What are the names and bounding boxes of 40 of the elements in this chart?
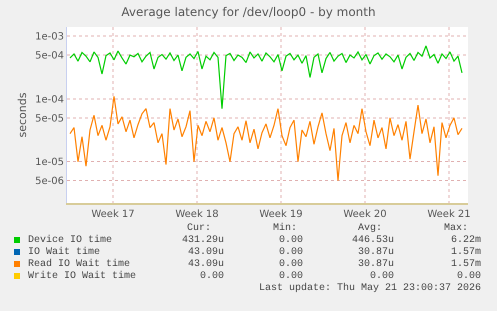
y-axis-title: seconds — [16, 92, 29, 138]
text: 0.00 — [457, 271, 482, 282]
text: Cur: — [187, 223, 212, 234]
x-tick-label: Week 17 — [91, 209, 135, 220]
y-tick-label: 1e-05 — [35, 157, 64, 168]
legend-label: Read IO Wait time — [28, 258, 130, 270]
text: 43.09u — [188, 259, 224, 270]
text: 0.00 — [279, 271, 304, 282]
text: 30.87u — [358, 247, 394, 258]
text: 446.53u — [352, 235, 394, 246]
y-tick-label: 5e-04 — [35, 50, 64, 62]
text: 43.09u — [188, 247, 224, 258]
text: 0.00 — [370, 271, 394, 282]
text: 1.57m — [451, 259, 482, 270]
legend-label: Device IO time — [28, 234, 112, 246]
x-tick-label: Week 18 — [175, 209, 219, 220]
text: Last update: Thu May 21 23:00:37 2026 — [259, 282, 482, 294]
chart-title: Average latency for /dev/loop0 - by month — [121, 5, 376, 20]
line-series — [69, 45, 463, 110]
text: 0.00 — [279, 247, 304, 258]
legend-label: Write IO Wait time — [28, 270, 136, 282]
text: 30.87u — [358, 259, 394, 270]
text: 431.29u — [182, 235, 224, 246]
legend-label: IO Wait time — [28, 246, 100, 258]
text: Min: — [273, 222, 298, 234]
y-tick-label: 1e-04 — [35, 94, 64, 106]
text: Avg: — [358, 223, 382, 234]
y-tick-label: 5e-05 — [35, 113, 64, 124]
text: 0.00 — [279, 259, 304, 270]
text: Max: — [444, 223, 468, 234]
line-series — [69, 96, 463, 182]
text: 1.57m — [451, 247, 482, 258]
x-tick-label: Week 19 — [259, 209, 303, 220]
text: 0.00 — [200, 271, 224, 282]
x-tick-label: Week 20 — [343, 209, 387, 220]
text: 6.22m — [451, 235, 482, 246]
x-tick-label: Week 21 — [427, 209, 471, 220]
y-tick-label: 1e-03 — [35, 32, 64, 43]
y-tick-label: 5e-06 — [35, 176, 64, 188]
text: 0.00 — [279, 235, 304, 246]
